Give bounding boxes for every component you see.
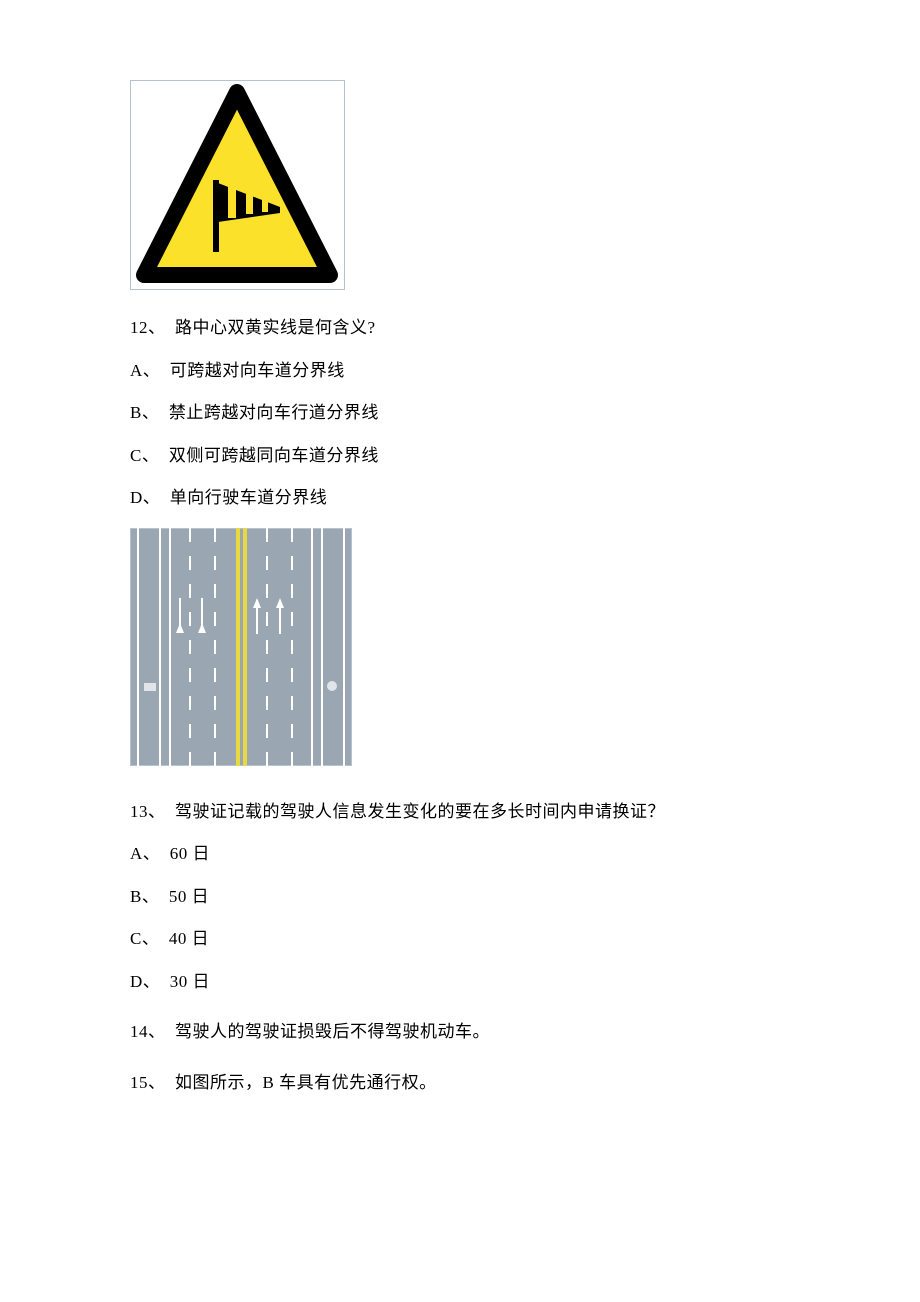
q12-c-text: 双侧可跨越同向车道分界线 bbox=[169, 446, 379, 465]
q13-a-prefix: A、 bbox=[130, 844, 160, 863]
q12-b-prefix: B、 bbox=[130, 403, 159, 422]
question-15-text: 15、 如图所示，B 车具有优先通行权。 bbox=[130, 1062, 790, 1105]
q13-option-a: A、 60 日 bbox=[130, 833, 790, 876]
q13-option-b: B、 50 日 bbox=[130, 876, 790, 919]
q12-option-a: A、 可跨越对向车道分界线 bbox=[130, 350, 790, 393]
q13-b-text: 50 日 bbox=[169, 887, 209, 906]
q12-c-prefix: C、 bbox=[130, 446, 159, 465]
q12-a-text: 可跨越对向车道分界线 bbox=[170, 361, 345, 380]
question-13-text: 13、 驾驶证记载的驾驶人信息发生变化的要在多长时间内申请换证？ bbox=[130, 791, 790, 834]
q13-b-prefix: B、 bbox=[130, 887, 159, 906]
q14-body: 驾驶人的驾驶证损毁后不得驾驶机动车。 bbox=[175, 1022, 490, 1041]
q15-number: 15、 bbox=[130, 1073, 166, 1092]
q12-a-prefix: A、 bbox=[130, 361, 160, 380]
road-marking-diagram bbox=[130, 528, 790, 771]
q13-option-d: D、 30 日 bbox=[130, 961, 790, 1004]
q12-option-c: C、 双侧可跨越同向车道分界线 bbox=[130, 435, 790, 478]
q13-body: 驾驶证记载的驾驶人信息发生变化的要在多长时间内申请换证？ bbox=[175, 802, 665, 821]
q12-b-text: 禁止跨越对向车行道分界线 bbox=[169, 403, 379, 422]
question-15: 15、 如图所示，B 车具有优先通行权。 bbox=[130, 1062, 790, 1105]
q13-a-text: 60 日 bbox=[170, 844, 210, 863]
q12-number: 12、 bbox=[130, 318, 166, 337]
warning-sign-crosswind bbox=[130, 80, 790, 295]
q12-body: 路中心双黄实线是何含义? bbox=[175, 318, 376, 337]
q12-d-prefix: D、 bbox=[130, 488, 160, 507]
q13-c-text: 40 日 bbox=[169, 929, 209, 948]
q15-body: 如图所示，B 车具有优先通行权。 bbox=[175, 1073, 437, 1092]
q13-option-c: C、 40 日 bbox=[130, 918, 790, 961]
q12-option-d: D、 单向行驶车道分界线 bbox=[130, 477, 790, 520]
q12-d-text: 单向行驶车道分界线 bbox=[170, 488, 328, 507]
q13-c-prefix: C、 bbox=[130, 929, 159, 948]
question-14-text: 14、 驾驶人的驾驶证损毁后不得驾驶机动车。 bbox=[130, 1011, 790, 1054]
q12-option-b: B、 禁止跨越对向车行道分界线 bbox=[130, 392, 790, 435]
question-14: 14、 驾驶人的驾驶证损毁后不得驾驶机动车。 bbox=[130, 1011, 790, 1054]
q14-number: 14、 bbox=[130, 1022, 166, 1041]
question-12: 12、 路中心双黄实线是何含义? A、 可跨越对向车道分界线 B、 禁止跨越对向… bbox=[130, 307, 790, 520]
q13-d-prefix: D、 bbox=[130, 972, 160, 991]
q13-number: 13、 bbox=[130, 802, 166, 821]
question-13: 13、 驾驶证记载的驾驶人信息发生变化的要在多长时间内申请换证？ A、 60 日… bbox=[130, 791, 790, 1004]
q13-d-text: 30 日 bbox=[170, 972, 210, 991]
question-12-text: 12、 路中心双黄实线是何含义? bbox=[130, 307, 790, 350]
